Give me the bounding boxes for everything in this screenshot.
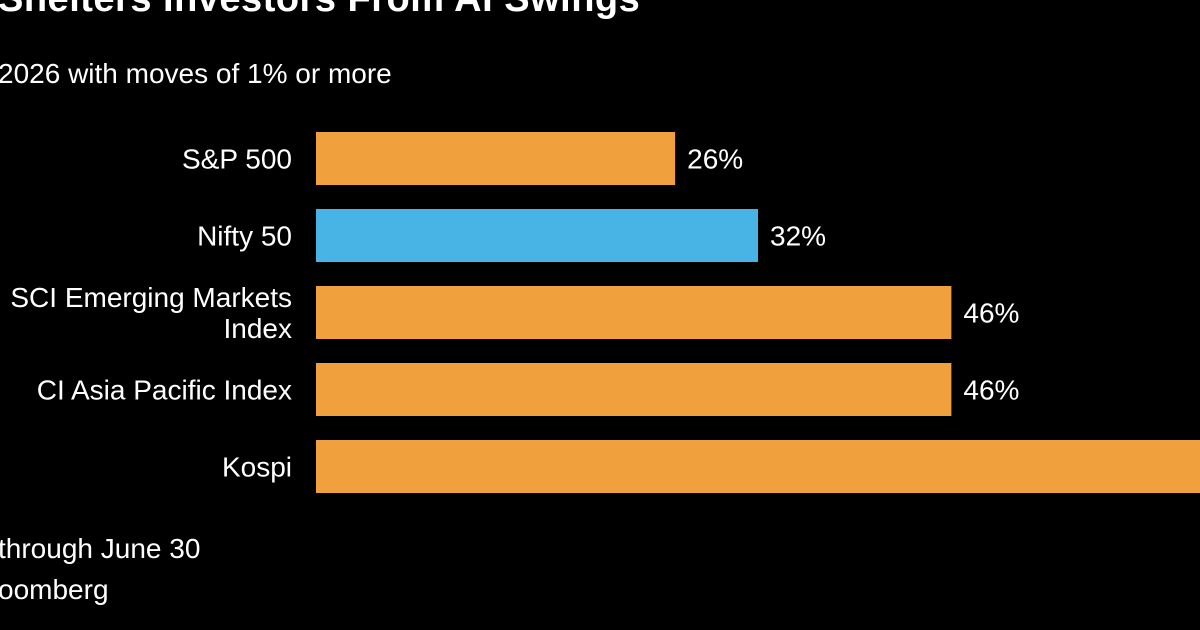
bar-4 xyxy=(316,440,1200,493)
value-label-3: 46% xyxy=(963,375,1019,406)
category-label-2: SCI Emerging Markets Index xyxy=(10,282,292,344)
bar-1 xyxy=(316,209,758,262)
value-label-2: 46% xyxy=(963,298,1019,329)
bar-0 xyxy=(316,132,676,185)
chart-subtitle: 2026 with moves of 1% or more xyxy=(0,58,392,89)
chart-source: oomberg xyxy=(0,574,109,605)
category-label-3: CI Asia Pacific Index xyxy=(37,375,292,406)
category-label-1: Nifty 50 xyxy=(197,221,292,252)
category-label-4: Kospi xyxy=(222,452,292,483)
category-label-0: S&P 500 xyxy=(182,144,292,175)
value-label-0: 26% xyxy=(687,144,743,175)
bar-2 xyxy=(316,286,952,339)
bar-3 xyxy=(316,363,952,416)
chart-title: Shelters Investors From AI Swings xyxy=(0,0,640,21)
value-label-1: 32% xyxy=(770,221,826,252)
chart-note: through June 30 xyxy=(0,533,201,564)
